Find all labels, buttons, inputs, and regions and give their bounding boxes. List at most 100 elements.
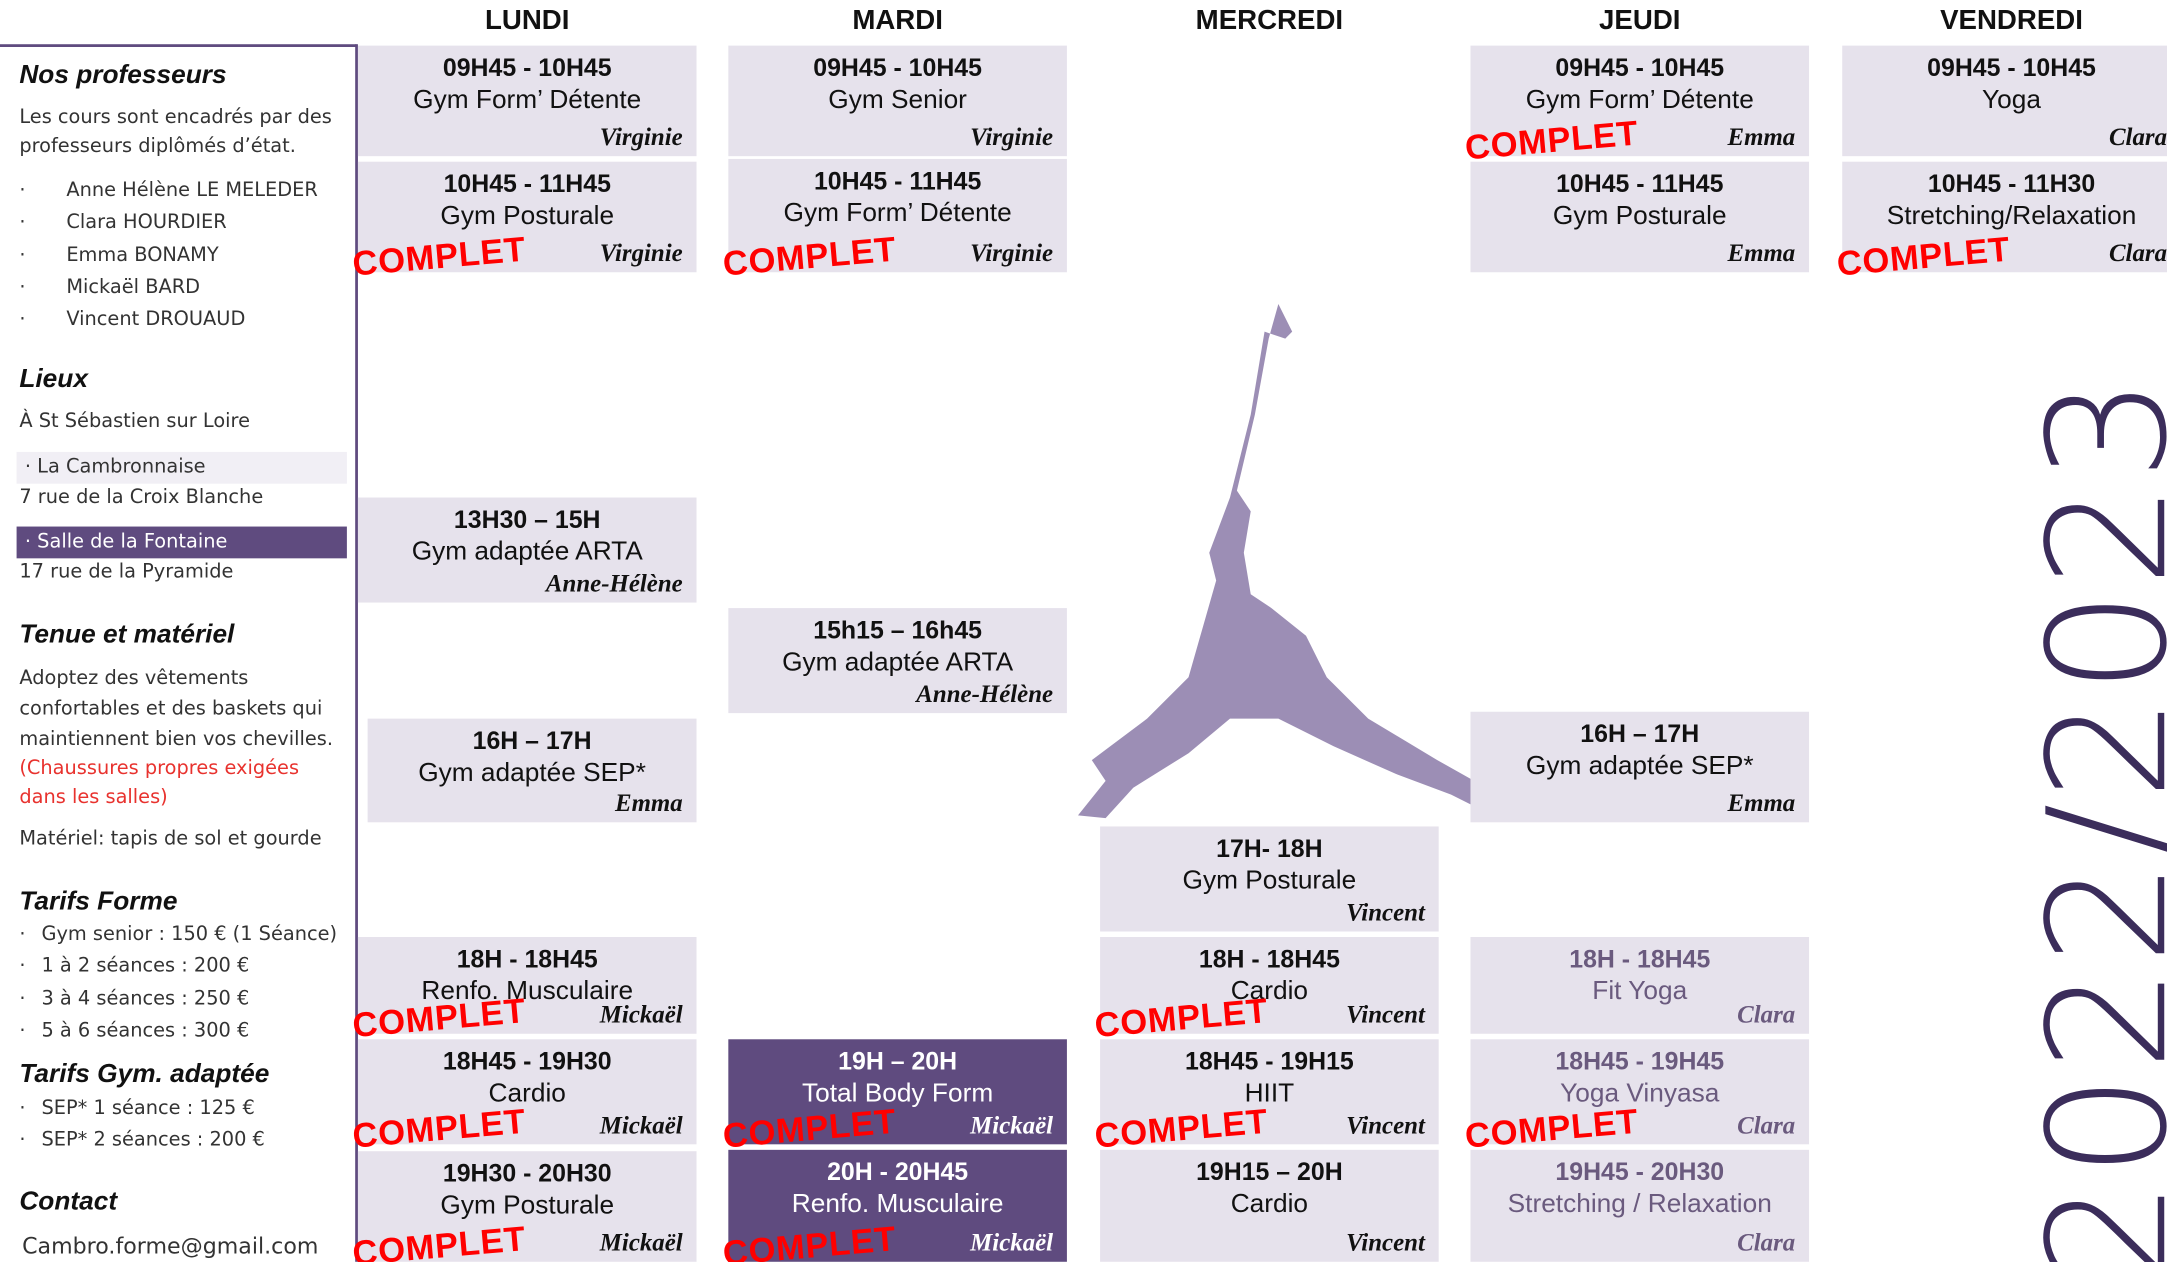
class-slot: 18H - 18H45 Fit Yoga Clara [1470, 937, 1810, 1034]
venue-label: Salle de la Fontaine [37, 530, 228, 553]
class-time: 19H – 20H [838, 1047, 958, 1076]
class-time: 20H - 20H45 [827, 1158, 969, 1186]
class-teacher: Mickaël [599, 1111, 683, 1139]
season-year: 2022/2023 [2012, 374, 2167, 1262]
class-time: 10H45 - 11H45 [1556, 169, 1724, 198]
intro: Les cours sont encadrés par des professe… [19, 106, 332, 158]
full-stamp: COMPLET [350, 1219, 528, 1262]
section-title: Tenue et matériel [19, 620, 235, 650]
rate: SEP* 1 séance : 125 € [41, 1097, 255, 1120]
day-header: MARDI [852, 5, 943, 36]
city: À St Sébastien sur Loire [19, 410, 250, 433]
class-time: 15h15 – 16h45 [813, 616, 982, 645]
day-header: LUNDI [485, 5, 570, 36]
class-teacher: Mickaël [970, 1228, 1054, 1257]
class-teacher: Clara [2108, 122, 2167, 151]
class-name: Yoga Vinyasa [1560, 1079, 1720, 1109]
class-time: 13H30 – 15H [453, 505, 601, 534]
class-name: Fit Yoga [1592, 977, 1688, 1007]
outfit-note: (Chaussures propres exigées dans les sal… [19, 757, 300, 809]
class-name: Gym Posturale [440, 1191, 615, 1221]
class-slot: 15h15 – 16h45 Gym adaptée ARTA Anne-Hélène [728, 608, 1067, 714]
class-teacher: Emma [1727, 239, 1796, 267]
class-teacher: Clara [2108, 239, 2167, 267]
class-slot: 20H - 20H45 Renfo. Musculaire Mickaël COMPL… [721, 1149, 1067, 1262]
class-teacher: Anne-Hélène [545, 569, 683, 598]
class-time: 17H- 18H [1216, 834, 1323, 863]
rate: 3 à 4 séances : 250 € [41, 987, 250, 1010]
bullet: · [19, 308, 26, 331]
class-slot: 09H45 - 10H45 Yoga Clara [1842, 45, 2167, 157]
class-time: 18H - 18H45 [456, 945, 598, 973]
class-teacher: Virginie [599, 122, 683, 151]
class-teacher: Mickaël [599, 1000, 683, 1029]
class-teacher: Virginie [970, 122, 1054, 151]
class-teacher: Vincent [1346, 898, 1425, 926]
bullet: · [19, 955, 26, 978]
class-teacher: Clara [1737, 1111, 1796, 1139]
teacher-name: Mickaël BARD [66, 276, 201, 299]
class-time: 10H45 - 11H45 [813, 167, 982, 195]
class-slot: 16H – 17H Gym adaptée SEP* Emma [367, 718, 697, 823]
class-time: 09H45 - 10H45 [1927, 53, 2096, 82]
section-title: Lieux [19, 364, 88, 394]
class-slot: 10H45 - 11H45 Gym Posturale Emma [1470, 161, 1810, 273]
class-teacher: Clara [1737, 1000, 1796, 1029]
day-header: MERCREDI [1195, 5, 1344, 36]
class-slot: 19H30 - 20H30 Gym Posturale Mickaël COMPLET [351, 1151, 697, 1262]
class-teacher: Vincent [1346, 1111, 1425, 1139]
equipment: Matériel: tapis de sol et gourde [19, 827, 322, 850]
class-teacher: Vincent [1346, 1000, 1425, 1029]
class-time: 19H15 – 20H [1196, 1158, 1343, 1186]
rate: Gym senior : 150 € (1 Séance) [41, 923, 338, 946]
section-title: Tarifs Gym. adaptée [19, 1060, 270, 1090]
class-teacher: Anne-Hélène [916, 679, 1054, 708]
bullet: · [19, 1097, 26, 1120]
outfit-text: Adoptez des vêtements confortables et de… [19, 667, 334, 751]
class-slot: 19H15 – 20H Cardio Vincent [1100, 1149, 1439, 1262]
teacher-name: Clara HOURDIER [66, 211, 227, 234]
class-name: Renfo. Musculaire [421, 977, 634, 1007]
class-name: Renfo. Musculaire [791, 1189, 1004, 1219]
class-name: Gym Posturale [1552, 201, 1727, 231]
class-name: Cardio [1230, 1189, 1309, 1219]
class-name: Gym adaptée SEP* [1525, 751, 1754, 781]
class-slot: 18H45 - 19H15 HIIT Vincent COMPLET [1093, 1039, 1439, 1156]
bullet: · [19, 211, 26, 234]
bullet: · [24, 530, 38, 553]
class-teacher: Mickaël [599, 1228, 683, 1257]
bullet: · [19, 244, 26, 267]
class-slot: 19H – 20H Total Body Form Mickaël COMPLET [721, 1039, 1067, 1156]
class-slot: 09H45 - 10H45 Gym Senior Virginie [728, 45, 1067, 157]
class-time: 16H – 17H [472, 726, 592, 755]
class-slot: 18H45 - 19H30 Cardio Mickaël COMPLET [351, 1039, 697, 1156]
section-title: Contact [19, 1187, 118, 1217]
venue-label: La Cambronnaise [37, 456, 206, 479]
class-time: 09H45 - 10H45 [813, 53, 982, 82]
class-teacher: Vincent [1346, 1228, 1425, 1257]
class-time: 09H45 - 10H45 [1555, 53, 1725, 82]
class-name: Gym Form’ Détente [783, 199, 1012, 229]
rate: 5 à 6 séances : 300 € [41, 1019, 250, 1042]
section-title: Nos professeurs [19, 60, 227, 90]
full-stamp: COMPLET [721, 1219, 898, 1262]
class-slot: 19H45 - 20H30 Stretching / Relaxation Clar… [1470, 1149, 1810, 1262]
venue-address: 17 rue de la Pyramide [19, 561, 234, 584]
class-time: 16H – 17H [1580, 720, 1700, 748]
venue-name: · La Cambronnaise [16, 451, 347, 484]
email: Cambro.forme@gmail.com [22, 1232, 319, 1260]
venue-name: · Salle de la Fontaine [16, 526, 347, 559]
class-slot: 13H30 – 15H Gym adaptée ARTA Anne-Hélène [357, 497, 697, 603]
class-slot: 09H45 - 10H45 Gym Form’ Détente Virginie [357, 45, 697, 157]
class-name: Gym Form’ Détente [1525, 85, 1754, 115]
class-teacher: Emma [614, 789, 683, 817]
side-rule [355, 44, 358, 1262]
class-name: Cardio [488, 1079, 566, 1109]
class-time: 19H30 - 20H30 [442, 1159, 612, 1188]
day-header: VENDREDI [1940, 5, 2083, 36]
venue-address: 7 rue de la Croix Blanche [19, 486, 264, 509]
class-teacher: Emma [1727, 122, 1796, 151]
teacher-name: Emma BONAMY [66, 244, 219, 267]
